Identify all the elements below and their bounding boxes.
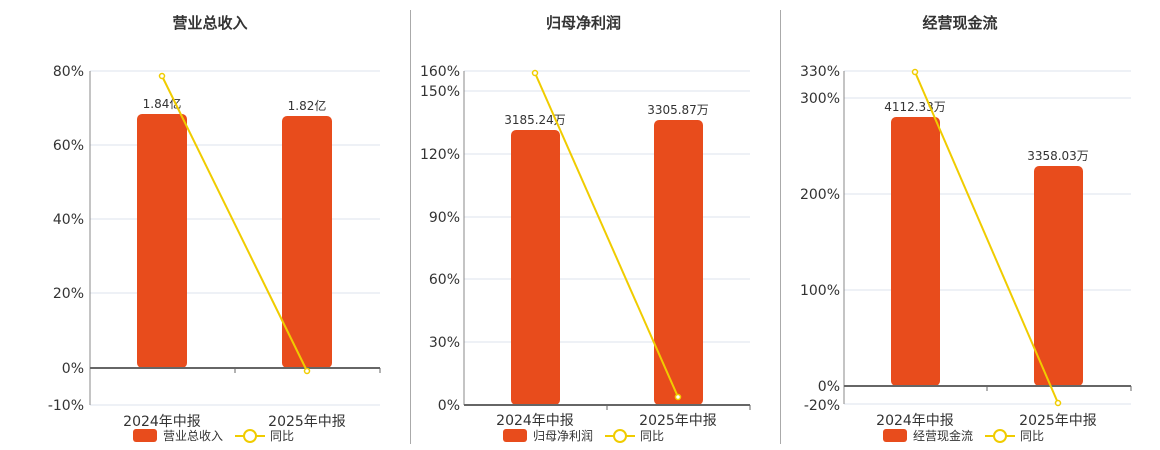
- svg-text:300%: 300%: [800, 91, 840, 107]
- chart-title: 经营现金流: [922, 14, 998, 32]
- legend-line-label[interactable]: 同比: [1020, 429, 1045, 443]
- svg-text:20%: 20%: [53, 286, 84, 302]
- chart-title: 归母净利润: [545, 14, 621, 32]
- bar-2024[interactable]: [891, 117, 940, 386]
- yoy-point[interactable]: [303, 367, 311, 375]
- chart-panel-net-profit: 归母净利润 160% 150% 120% 90% 60% 30% 0% 3185…: [411, 0, 780, 450]
- legend-line-label[interactable]: 同比: [640, 429, 665, 443]
- svg-text:80%: 80%: [53, 64, 84, 80]
- svg-text:330%: 330%: [800, 64, 840, 80]
- y-axis-labels: 330% 300% 200% 100% 0% -20%: [800, 64, 840, 414]
- svg-text:40%: 40%: [53, 212, 84, 228]
- svg-text:30%: 30%: [429, 335, 460, 351]
- yoy-point[interactable]: [674, 393, 682, 401]
- yoy-point[interactable]: [911, 68, 919, 76]
- yoy-line: [914, 71, 1059, 404]
- bar-2025[interactable]: [282, 116, 332, 368]
- chart-plot: 330% 300% 200% 100% 0% -20% 4112.33万 335…: [800, 64, 1132, 429]
- bar-value-label: 3185.24万: [504, 113, 566, 127]
- legend-line-icon[interactable]: [235, 428, 266, 443]
- svg-text:-10%: -10%: [48, 398, 84, 414]
- legend-bar-swatch[interactable]: [503, 429, 527, 442]
- svg-text:2025年中报: 2025年中报: [268, 414, 346, 430]
- bar-value-label: 4112.33万: [884, 100, 946, 114]
- legend-line-icon[interactable]: [985, 428, 1016, 443]
- chart-panel-revenue: 营业总收入 80% 60% 40% 20% 0% -10% 1.84亿 1.82…: [0, 0, 405, 450]
- svg-text:120%: 120%: [420, 147, 460, 163]
- svg-text:2024年中报: 2024年中报: [876, 413, 954, 429]
- legend: 经营现金流 同比: [883, 427, 1044, 444]
- legend: 归母净利润 同比: [503, 427, 664, 444]
- y-axis-labels: 160% 150% 120% 90% 60% 30% 0%: [420, 64, 460, 414]
- x-axis-labels: 2024年中报 2025年中报: [496, 413, 717, 429]
- chart-panel-operating-cash-flow: 经营现金流 330% 300% 200% 100% 0% -20% 4112.3…: [781, 0, 1160, 450]
- svg-text:160%: 160%: [420, 64, 460, 80]
- svg-text:2025年中报: 2025年中报: [1019, 413, 1097, 429]
- svg-text:100%: 100%: [800, 283, 840, 299]
- svg-text:150%: 150%: [420, 84, 460, 100]
- bar-2025[interactable]: [654, 120, 703, 405]
- svg-text:0%: 0%: [62, 361, 84, 377]
- bar-value-label: 1.84亿: [143, 96, 182, 111]
- y-axis-labels: 80% 60% 40% 20% 0% -10%: [48, 64, 84, 414]
- chart-plot: 80% 60% 40% 20% 0% -10% 1.84亿 1.82亿 2024…: [48, 64, 381, 430]
- bar-value-label: 3305.87万: [647, 103, 709, 117]
- svg-text:2024年中报: 2024年中报: [496, 413, 574, 429]
- legend-bar-swatch[interactable]: [133, 429, 157, 442]
- panel-divider: [780, 10, 781, 444]
- chart-title: 营业总收入: [172, 14, 248, 32]
- svg-text:200%: 200%: [800, 187, 840, 203]
- legend-bar-label[interactable]: 经营现金流: [913, 429, 974, 443]
- svg-text:60%: 60%: [429, 272, 460, 288]
- bar-2024[interactable]: [137, 114, 187, 368]
- bar-2025[interactable]: [1034, 166, 1083, 386]
- svg-text:-20%: -20%: [804, 398, 840, 414]
- legend-line-label[interactable]: 同比: [270, 429, 295, 443]
- gridlines: [90, 70, 380, 406]
- yoy-point[interactable]: [1054, 399, 1062, 407]
- panel-divider: [410, 10, 411, 444]
- x-axis-labels: 2024年中报 2025年中报: [876, 413, 1097, 429]
- svg-text:0%: 0%: [818, 379, 840, 395]
- svg-text:0%: 0%: [438, 398, 460, 414]
- yoy-point[interactable]: [531, 69, 539, 77]
- yoy-line: [534, 72, 679, 398]
- svg-text:90%: 90%: [429, 210, 460, 226]
- bar-2024[interactable]: [511, 130, 560, 405]
- legend: 营业总收入 同比: [133, 427, 294, 444]
- svg-text:60%: 60%: [53, 138, 84, 154]
- legend-bar-label[interactable]: 归母净利润: [533, 429, 594, 443]
- chart-plot: 160% 150% 120% 90% 60% 30% 0% 3185.24万 3…: [420, 64, 751, 429]
- yoy-point[interactable]: [158, 72, 166, 80]
- svg-text:2025年中报: 2025年中报: [639, 413, 717, 429]
- svg-text:2024年中报: 2024年中报: [123, 414, 201, 430]
- bar-value-label: 1.82亿: [288, 98, 327, 113]
- bar-value-label: 3358.03万: [1027, 149, 1089, 163]
- legend-bar-swatch[interactable]: [883, 429, 907, 442]
- legend-line-icon[interactable]: [605, 428, 636, 443]
- x-axis-labels: 2024年中报 2025年中报: [123, 414, 346, 430]
- legend-bar-label[interactable]: 营业总收入: [163, 429, 224, 443]
- yoy-line: [161, 75, 308, 372]
